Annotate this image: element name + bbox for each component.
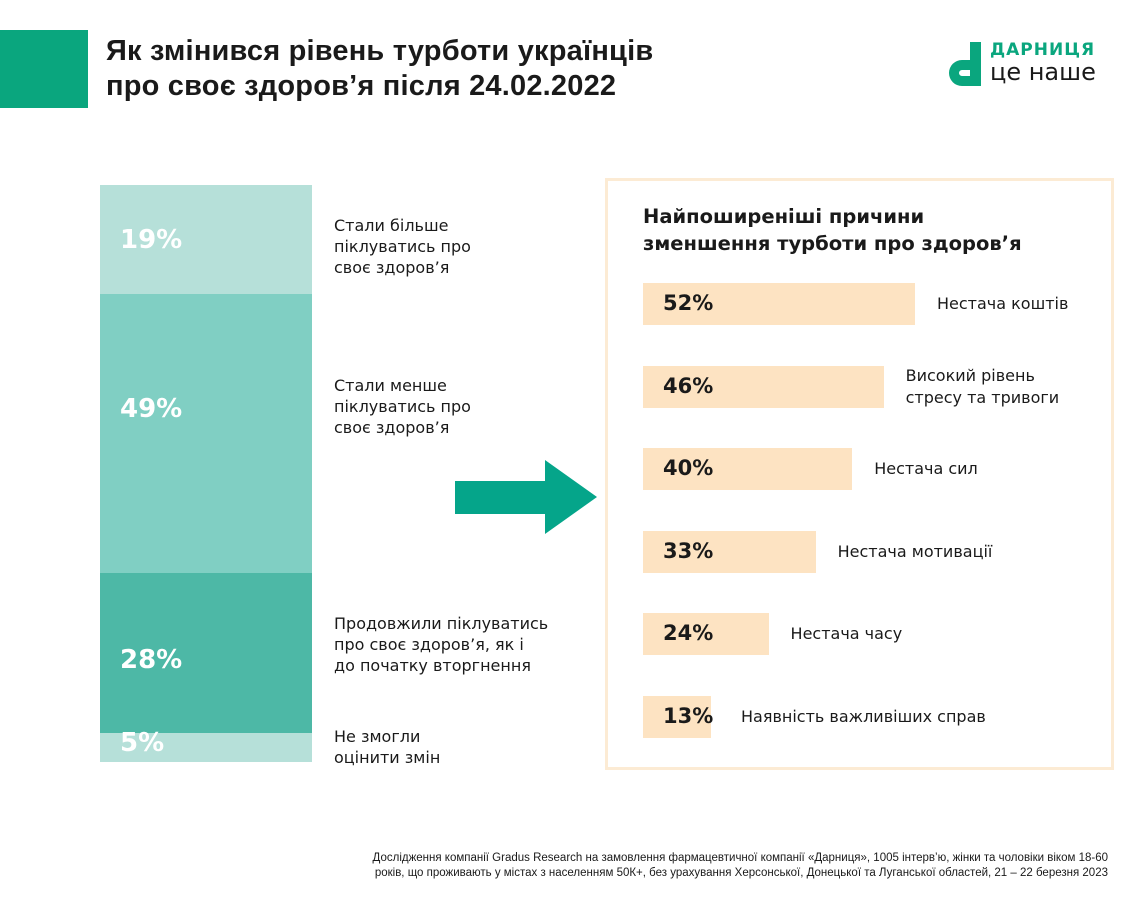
label-line: Стали менше: [334, 376, 447, 395]
segment-category-label: Не змогли оцінити змін: [334, 726, 440, 768]
footnote: Дослідження компанії Gradus Research на …: [373, 851, 1108, 881]
reasons-title: Найпоширеніші причини зменшення турботи …: [643, 203, 1022, 257]
reason-category-label: Наявність важливіших справ: [741, 706, 986, 728]
segment-value-label: 49%: [120, 393, 183, 424]
reason-bar: 40%: [643, 448, 853, 490]
label-line: Нестача мотивації: [837, 542, 993, 561]
label-line: Нестача коштів: [937, 294, 1069, 313]
reason-bar: 52%: [643, 283, 915, 325]
logo-text-brand: ДАРНИЦЯ: [990, 40, 1096, 60]
label-line: Нестача сил: [874, 459, 978, 478]
label-line: Не змогли: [334, 727, 421, 746]
label-line: до початку вторгнення: [334, 656, 531, 675]
label-line: оцінити змін: [334, 748, 441, 767]
reasons-panel: [605, 178, 1114, 770]
reasons-title-line-2: зменшення турботи про здоров’я: [643, 232, 1022, 255]
page-title: Як змінився рівень турботи українців про…: [106, 34, 653, 104]
reason-value-label: 52%: [663, 291, 714, 315]
segment-category-label: Стали менше піклуватись про своє здоров’я: [334, 375, 471, 438]
reason-bar: 46%: [643, 366, 884, 408]
label-line: стресу та тривоги: [905, 388, 1060, 407]
reasons-title-line-1: Найпоширеніші причини: [643, 205, 925, 228]
stack-segment: 5%: [100, 728, 312, 762]
label-line: Наявність важливіших справ: [741, 707, 986, 726]
label-line: Продовжили піклуватись: [334, 614, 549, 633]
stack-segment: 19%: [100, 185, 312, 294]
reason-category-label: Нестача коштів: [937, 293, 1068, 315]
reason-category-label: Нестача часу: [791, 623, 903, 645]
stack-segment: 28%: [100, 573, 312, 734]
logo-text-slogan: це наше: [990, 58, 1096, 86]
label-line: піклуватись про: [334, 237, 471, 256]
title-line-2: про своє здоров’я після 24.02.2022: [106, 70, 617, 102]
footnote-line-2: років, що проживають у містах з населенн…: [374, 867, 1108, 879]
segment-category-label: Стали більше піклуватись про своє здоров’я: [334, 215, 471, 278]
reason-bar: 33%: [643, 531, 816, 573]
reason-value-label: 46%: [663, 374, 714, 398]
reason-category-label: Нестача мотивації: [838, 541, 993, 563]
footnote-line-1: Дослідження компанії Gradus Research на …: [372, 852, 1108, 864]
label-line: піклуватись про: [334, 397, 471, 416]
label-line: своє здоров’я: [334, 418, 450, 437]
segment-value-label: 28%: [120, 645, 183, 676]
reason-category-label: Нестача сил: [874, 458, 978, 480]
logo-mark-icon: [949, 42, 981, 86]
label-line: Нестача часу: [790, 624, 903, 643]
reason-bar: 13%: [643, 696, 714, 738]
reason-value-label: 33%: [663, 539, 714, 563]
reason-bar: 24%: [643, 613, 769, 655]
stack-segment: 49%: [100, 293, 312, 574]
reason-value-label: 13%: [663, 704, 714, 728]
reason-value-label: 40%: [663, 456, 714, 480]
arrow-right-icon: [455, 460, 597, 534]
segment-value-label: 5%: [120, 728, 165, 759]
reason-category-label: Високий рівень стресу та тривоги: [906, 365, 1060, 409]
label-line: своє здоров’я: [334, 258, 450, 277]
label-line: про своє здоров’я, як і: [334, 635, 524, 654]
reason-value-label: 24%: [663, 621, 714, 645]
accent-block: [0, 30, 88, 108]
title-line-1: Як змінився рівень турботи українців: [106, 35, 654, 67]
label-line: Високий рівень: [905, 366, 1035, 385]
darnytsia-logo: ДАРНИЦЯ це наше: [944, 40, 1114, 90]
label-line: Стали більше: [334, 216, 449, 235]
segment-category-label: Продовжили піклуватись про своє здоров’я,…: [334, 613, 548, 676]
segment-value-label: 19%: [120, 225, 183, 255]
